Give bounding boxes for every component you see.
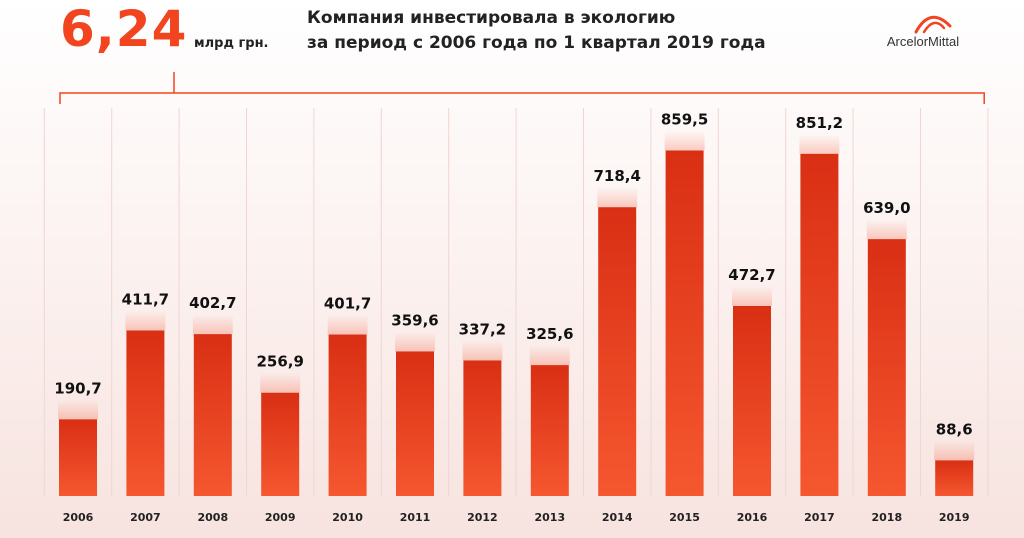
value-label-2013: 325,6 [526,325,573,343]
bar-2012 [463,360,502,496]
bar-highlight [192,314,233,335]
bar-2011 [396,351,434,496]
bar-highlight [395,331,435,352]
value-label-2017: 851,2 [796,114,843,132]
bar-highlight [866,219,907,240]
tick-label-2019: 2019 [939,511,970,524]
value-label-2015: 859,5 [661,110,708,128]
value-labels: 190,7 411,7 402,7 256,9 401,7 359,6 337,2 325,6… [54,110,972,438]
value-label-2019: 88,6 [936,420,973,438]
arcelormittal-logo: ArcelorMittal [868,4,978,52]
value-label-2008: 402,7 [189,294,236,312]
tick-label-2015: 2015 [669,511,700,524]
bar-2015 [665,150,704,496]
bar-highlight [934,440,975,461]
value-label-2016: 472,7 [728,266,775,284]
bar-highlight [260,372,301,393]
bar-2009 [261,392,300,496]
bar-highlight [125,310,166,331]
bar-2010 [328,334,367,496]
bar-highlight [597,187,638,208]
value-label-2014: 718,4 [593,167,640,185]
chart-title: Компания инвестировала в экологию за пер… [307,6,766,56]
value-label-2007: 411,7 [122,290,169,308]
value-label-2012: 337,2 [459,320,506,338]
tick-label-2018: 2018 [871,511,902,524]
tick-label-2016: 2016 [737,511,768,524]
x-axis-ticks: 2006 2007 2008 2009 2010 2011 2012 2013 2014 2015… [63,511,970,524]
bar-2008 [193,334,232,496]
bar-highlight [58,399,98,420]
bars [58,130,975,497]
bar-highlight [529,345,570,366]
bar-2013 [530,365,569,496]
bar-2017 [800,153,839,496]
total-unit: млрд грн. [194,36,269,51]
tick-label-2012: 2012 [467,511,498,524]
total-bracket [59,72,985,104]
tick-label-2008: 2008 [197,511,228,524]
total-value: 6,24 [60,0,188,58]
tick-label-2017: 2017 [804,511,835,524]
bar-highlight [799,133,840,154]
bar-2018 [867,239,906,496]
tick-label-2013: 2013 [534,511,565,524]
bar-2014 [598,207,637,497]
tick-label-2009: 2009 [265,511,296,524]
tick-label-2006: 2006 [63,511,94,524]
tick-label-2011: 2011 [400,511,431,524]
logo-swoosh-icon [914,15,952,34]
bar-highlight [732,285,772,306]
value-label-2018: 639,0 [863,199,910,217]
value-label-2010: 401,7 [324,295,371,313]
column-guides [43,108,989,496]
bar-2019 [935,460,974,496]
title-line-2: за период с 2006 года по 1 квартал 2019 … [307,33,766,53]
tick-label-2007: 2007 [130,511,161,524]
value-label-2009: 256,9 [256,353,303,371]
bar-2007 [126,330,165,496]
logo-text: ArcelorMittal [886,34,960,49]
tick-label-2014: 2014 [602,511,633,524]
bracket-line [59,92,985,104]
bar-2006 [59,419,97,496]
bar-highlight [327,314,368,335]
value-label-2011: 359,6 [391,311,438,329]
value-label-2006: 190,7 [54,379,101,397]
bar-highlight [664,130,705,151]
bar-2016 [733,305,771,496]
tick-label-2010: 2010 [332,511,363,524]
bar-highlight [462,340,503,361]
title-line-1: Компания инвестировала в экологию [307,8,676,28]
